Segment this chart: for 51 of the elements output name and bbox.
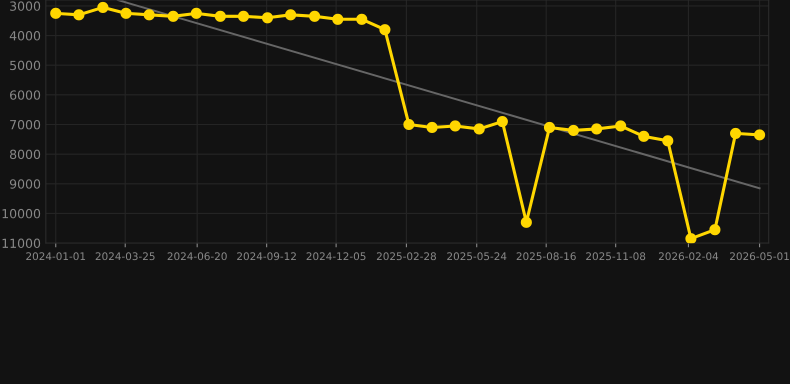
point	[73, 9, 84, 20]
x-tick-label: 2024-01-01	[26, 252, 86, 260]
point	[709, 224, 720, 236]
point	[238, 10, 250, 22]
point	[730, 128, 742, 139]
point	[168, 10, 179, 22]
x-tick-label: 2024-06-20	[168, 252, 227, 260]
point	[120, 8, 132, 19]
x-tick-label: 2024-12-05	[306, 252, 366, 260]
y-tick-label: 9000	[10, 179, 40, 189]
point	[144, 9, 155, 20]
point	[520, 216, 532, 228]
point	[568, 124, 580, 136]
x-tick-label: 2024-03-25	[96, 252, 155, 260]
y-tick-label: 11000	[2, 238, 40, 248]
point	[544, 122, 556, 134]
x-tick-label: 2025-08-16	[516, 252, 576, 260]
point	[450, 120, 461, 132]
x-tick-label: 2025-05-24	[447, 252, 506, 260]
y-tick-label: 3000	[10, 1, 40, 11]
point	[685, 233, 696, 244]
point	[403, 118, 414, 130]
point	[356, 14, 368, 25]
point	[332, 14, 344, 25]
point	[97, 2, 108, 13]
point	[285, 9, 296, 20]
point	[496, 116, 508, 128]
point	[379, 24, 390, 36]
point	[754, 129, 766, 140]
point	[262, 12, 274, 24]
point	[638, 130, 650, 142]
x-tick-label: 2025-02-28	[376, 252, 436, 260]
x-tick-label: 2026-02-04	[658, 252, 718, 260]
point	[662, 135, 674, 146]
y-tick-label: 5000	[10, 60, 40, 70]
point	[50, 8, 62, 19]
point	[214, 10, 226, 22]
point	[591, 123, 602, 135]
y-tick-label: 4000	[10, 31, 40, 40]
y-tick-label: 8000	[10, 150, 40, 160]
point	[474, 123, 485, 135]
y-tick-label: 10000	[2, 208, 40, 218]
point	[426, 122, 438, 134]
point	[615, 120, 626, 132]
x-tick-label: 2026-05-01	[730, 252, 789, 260]
x-tick-label: 2024-09-12	[237, 252, 296, 260]
point	[309, 10, 320, 22]
point	[190, 8, 202, 19]
y-tick-label: 6000	[10, 90, 40, 100]
y-tick-label: 7000	[10, 120, 40, 130]
x-tick-label: 2025-11-08	[586, 252, 646, 260]
